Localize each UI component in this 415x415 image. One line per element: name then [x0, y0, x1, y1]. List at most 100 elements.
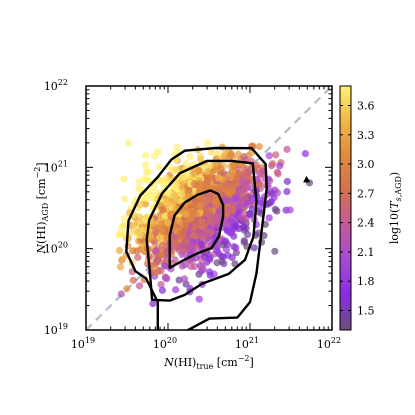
- contour-outer: [125, 146, 268, 330]
- data-point: [177, 190, 186, 199]
- data-point: [210, 166, 219, 174]
- y-tick-label: 1022: [44, 78, 68, 93]
- data-point: [240, 152, 248, 161]
- data-point: [205, 232, 213, 241]
- data-point: [235, 187, 243, 195]
- data-point: [286, 206, 294, 214]
- data-point: [170, 191, 178, 199]
- data-point: [252, 161, 261, 169]
- data-point: [233, 180, 241, 189]
- colorbar: [339, 85, 352, 331]
- data-point: [152, 247, 160, 255]
- data-point: [121, 195, 129, 203]
- data-point: [276, 162, 284, 170]
- colorbar-tick-label: 3.0: [357, 158, 375, 171]
- data-point: [173, 241, 181, 249]
- data-point: [239, 173, 247, 181]
- data-point: [204, 139, 212, 147]
- data-point: [158, 286, 167, 294]
- x-axis-label: N(HI)true [cm−2]: [163, 354, 254, 371]
- data-point: [301, 150, 310, 158]
- data-point: [198, 262, 206, 271]
- data-point: [142, 161, 150, 169]
- data-point: [205, 207, 214, 215]
- data-point: [180, 227, 188, 236]
- data-point: [283, 187, 291, 196]
- data-point: [225, 153, 233, 162]
- colorbar-ticks: 1.5 1.8 2.1 2.4 2.7 3.0 3.3 3.6: [340, 100, 375, 317]
- data-point: [173, 181, 181, 190]
- data-point: [191, 219, 199, 227]
- data-point: [189, 208, 197, 216]
- data-point: [247, 211, 255, 219]
- data-point: [175, 276, 183, 284]
- data-point: [141, 151, 150, 160]
- data-point: [255, 206, 263, 214]
- data-point: [242, 184, 251, 192]
- data-point: [136, 201, 144, 209]
- contour-inner: [168, 189, 225, 270]
- data-point: [238, 213, 246, 221]
- data-point: [182, 159, 191, 168]
- data-point: [232, 244, 240, 252]
- data-point: [212, 221, 220, 229]
- data-point: [250, 244, 258, 252]
- data-point: [123, 285, 131, 293]
- data-point: [186, 152, 194, 161]
- data-point: [172, 286, 180, 294]
- data-point: [231, 195, 239, 203]
- data-point: [162, 174, 170, 182]
- data-point: [158, 241, 167, 249]
- data-point: [157, 280, 165, 289]
- data-point: [236, 202, 244, 210]
- data-point: [144, 168, 152, 176]
- colorbar-tick-label: 2.4: [357, 217, 375, 230]
- data-point: [217, 165, 225, 173]
- colorbar-tick-label: 1.5: [357, 304, 375, 317]
- density-contours: [125, 146, 268, 330]
- data-point: [163, 196, 171, 204]
- plot-frame: [85, 85, 333, 331]
- data-point: [197, 231, 206, 240]
- y-axis-label: N(HI)AGD [cm−2]: [33, 162, 50, 254]
- data-point: [205, 217, 213, 225]
- x-tick-label: 1022: [317, 336, 341, 351]
- data-points: [115, 139, 314, 308]
- data-point: [232, 222, 240, 230]
- data-point: [164, 219, 172, 227]
- data-point: [195, 295, 203, 303]
- data-point: [197, 201, 205, 209]
- data-point: [116, 263, 125, 271]
- data-point: [283, 177, 291, 186]
- data-point: [220, 260, 228, 268]
- data-point: [215, 174, 223, 182]
- x-tick-labels: 1019 1020 1021 1022: [71, 336, 341, 351]
- data-point: [129, 247, 137, 255]
- data-point: [161, 212, 169, 220]
- data-point: [255, 143, 263, 151]
- data-point: [180, 275, 189, 283]
- contour-middle: [145, 159, 258, 302]
- data-point: [135, 282, 144, 290]
- data-point: [136, 231, 144, 239]
- data-point: [274, 170, 282, 178]
- data-point: [257, 199, 265, 207]
- data-point: [190, 180, 198, 188]
- data-point: [228, 169, 236, 177]
- data-point: [283, 145, 291, 153]
- data-point: [196, 180, 204, 188]
- data-point: [116, 229, 124, 237]
- data-point: [266, 188, 275, 196]
- data-point: [145, 188, 153, 196]
- data-point: [140, 175, 148, 183]
- y-tick-label: 1020: [44, 241, 68, 256]
- data-point: [173, 143, 181, 151]
- data-point: [171, 256, 179, 264]
- data-point: [234, 150, 242, 158]
- data-point: [120, 175, 128, 183]
- data-point: [118, 255, 126, 264]
- data-point: [117, 290, 125, 298]
- data-point: [142, 200, 150, 208]
- data-point: [172, 234, 180, 242]
- data-point: [158, 227, 166, 235]
